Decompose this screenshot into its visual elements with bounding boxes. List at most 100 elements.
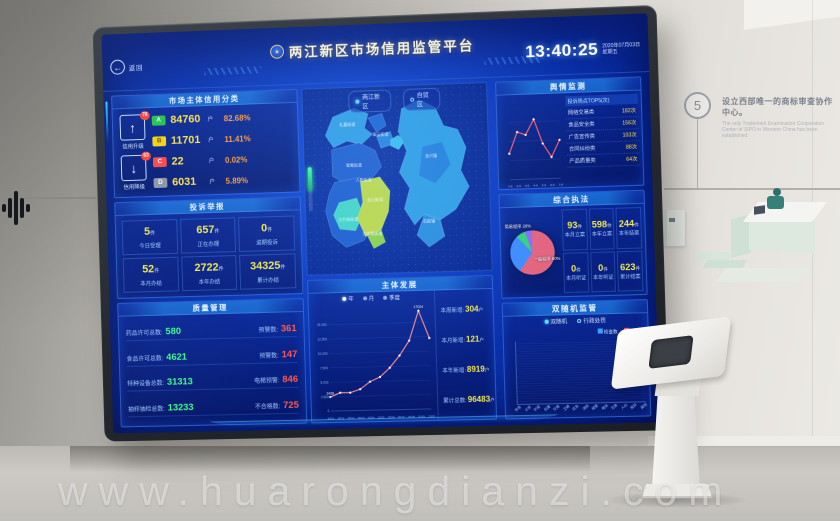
stat-value: 8919 xyxy=(466,364,485,375)
svg-text:2011: 2011 xyxy=(338,416,345,420)
self-service-machine xyxy=(663,210,685,246)
complaint-stat: 34325件 累计办结 xyxy=(239,253,297,290)
stat-value: 657件 xyxy=(196,223,220,236)
header-decoration-left xyxy=(204,66,262,76)
legend-item-季度[interactable]: 季度 xyxy=(383,293,400,302)
warning-value: 725 xyxy=(282,399,299,412)
up-arrow-icon: ↑ xyxy=(129,119,136,135)
warning-label: 电梯预警: xyxy=(254,378,280,386)
stat-value: 623件 xyxy=(620,261,641,273)
svg-text:2014: 2014 xyxy=(368,416,375,420)
stat-unit: 件 xyxy=(635,265,641,271)
kiosk-touchscreen[interactable] xyxy=(648,335,694,369)
quality-label: 抽样抽检总数: xyxy=(128,406,165,414)
stat-value: 244件 xyxy=(618,218,639,230)
stat-label: 正在办理 xyxy=(197,241,220,248)
stat-label: 本月立案 xyxy=(564,232,586,239)
svg-text:2010: 2010 xyxy=(328,416,335,420)
screen-bezel: ← 返回 ★ 两江新区市场信用监管平台 13:40:25 2020年07月03日… xyxy=(92,4,670,442)
downgrade-badge: 63 xyxy=(141,151,152,161)
credit-downgrade: ↓ 63 信用降级 xyxy=(120,151,152,191)
map-regions xyxy=(325,83,491,250)
warning-value: 147 xyxy=(281,348,298,360)
enforcement-stat: 598件 本年立案 xyxy=(588,207,615,250)
credit-upgrade-button[interactable]: ↑ 78 xyxy=(119,111,150,141)
map-region-label: 人和街道 xyxy=(355,177,372,183)
enforcement-pie-chart: 一般程序 60% 简易程序 28% xyxy=(503,209,562,294)
warning-label: 不合格数: xyxy=(254,404,281,411)
enforcement-stats-grid: 93件 本月立案 598件 本年立案 244件 本年结案 0件 本月听证 0件 本年听证 623件累… xyxy=(561,207,644,294)
clerk-figure xyxy=(767,196,784,209)
stat-unit: 件 xyxy=(214,228,220,235)
stat-unit: 件 xyxy=(150,230,156,237)
stat-value: 5件 xyxy=(143,225,156,238)
credit-grade-list: A 84760 户 82.68% B 11701 户 11.41% C 22 户 0.02% D 6031… xyxy=(151,109,293,190)
item-value: 182次 xyxy=(621,107,637,115)
stat-label: 累计办结 xyxy=(257,277,280,284)
stat-unit: 件 xyxy=(218,265,224,272)
enforcement-stat: 0件 本月听证 xyxy=(562,251,590,294)
panel-enforcement: 综合执法 一般程序 60% 简易程序 28% 93件 本月立案 598件 本年立案 244… xyxy=(498,189,648,299)
wall-step-line xyxy=(697,119,698,189)
stat-value: 304 xyxy=(464,304,479,314)
wall-note-title: 设立西部唯一的商标审查协作中心。 xyxy=(722,97,833,117)
floor xyxy=(0,446,840,521)
svg-text:2018: 2018 xyxy=(408,415,415,419)
map-toggle-自贸区[interactable]: 自贸区 xyxy=(402,87,441,112)
page-title: 两江新区市场信用监管平台 xyxy=(288,38,475,61)
stat-value: 2722件 xyxy=(194,261,224,274)
counter-front xyxy=(749,218,815,254)
quality-label: 药品许可总数: xyxy=(125,330,163,338)
screen-floor-shadow xyxy=(70,446,590,472)
stat-value: 121 xyxy=(465,334,480,344)
svg-text:7,500: 7,500 xyxy=(320,366,328,370)
development-stat: 本月新增:121户 xyxy=(441,334,485,345)
grade-chip: B xyxy=(152,136,167,147)
item-value: 64次 xyxy=(626,156,638,163)
step-number: 5 xyxy=(693,98,702,113)
emblem-icon: ★ xyxy=(269,44,285,59)
pie-slice-label: 一般程序 60% xyxy=(533,255,561,262)
grade-unit: 户 xyxy=(208,137,214,144)
wall-illustration-service-counter xyxy=(655,168,840,298)
svg-text:2013: 2013 xyxy=(358,416,365,420)
map-region-label: 鸳鸯街道 xyxy=(345,162,362,169)
district-map[interactable]: 两江新区 自贸区 礼嘉街道 翠云街道 鸳鸯街道 人和街道 金山街道 大竹林街道 天宫殿街道 龙兴… xyxy=(301,81,493,276)
stat-value: 0件 xyxy=(260,221,273,234)
legend-dot-icon xyxy=(383,295,388,300)
stat-unit: 件 xyxy=(606,223,612,229)
stat-unit: 件 xyxy=(267,226,273,233)
quality-row: 食品许可总数: 4621 预警数: 147 xyxy=(126,346,298,367)
svg-text:15,000: 15,000 xyxy=(317,323,327,327)
stat-label: 本年听证 xyxy=(592,274,614,281)
credit-grade-row: C 22 户 0.02% xyxy=(152,152,292,168)
grade-percent: 5.89% xyxy=(225,175,249,186)
display-screen: ← 返回 ★ 两江新区市场信用监管平台 13:40:25 2020年07月03日… xyxy=(92,4,670,442)
kiosk-stand xyxy=(600,316,752,508)
enforcement-stat: 93件 本月立案 xyxy=(561,208,588,251)
legend-item-年[interactable]: 年 xyxy=(342,295,354,303)
credit-grade-row: B 11701 户 11.41% xyxy=(152,131,291,148)
stat-label: 累计结案 xyxy=(620,273,641,281)
stat-unit: 户 xyxy=(484,367,490,373)
down-arrow-icon: ↓ xyxy=(130,160,138,176)
chart-legend: 年 月 季度 xyxy=(342,293,400,303)
pie xyxy=(509,229,556,275)
upgrade-badge: 78 xyxy=(139,111,150,121)
development-stats: 本周新增:304户 本月新增:121户 本年新增:8919户 累计总数:96483户 xyxy=(433,288,497,420)
quality-label: 食品许可总数: xyxy=(126,355,164,363)
svg-text:1-6: 1-6 xyxy=(508,184,513,188)
item-value: 103次 xyxy=(622,132,637,139)
stat-value: 52件 xyxy=(142,262,160,276)
credit-downgrade-button[interactable]: ↓ 63 xyxy=(120,151,152,182)
stat-unit: 户 xyxy=(479,337,485,343)
grade-count: 84760 xyxy=(170,113,201,127)
quality-label: 特种设备总数: xyxy=(127,381,165,389)
map-toggle-两江新区[interactable]: 两江新区 xyxy=(348,89,392,113)
inspection-toggle-双随机[interactable]: 双随机 xyxy=(544,317,567,326)
stat-unit: 件 xyxy=(634,222,639,228)
legend-item-月[interactable]: 月 xyxy=(362,294,374,302)
back-button[interactable]: ← 返回 xyxy=(110,59,144,75)
complaint-stats-grid: 5件 今日受理 657件 正在办理 0件 逾期投诉 52件 本月办结 2722件 本年办结 3432… xyxy=(116,210,303,298)
svg-text:3-6: 3-6 xyxy=(525,184,530,188)
